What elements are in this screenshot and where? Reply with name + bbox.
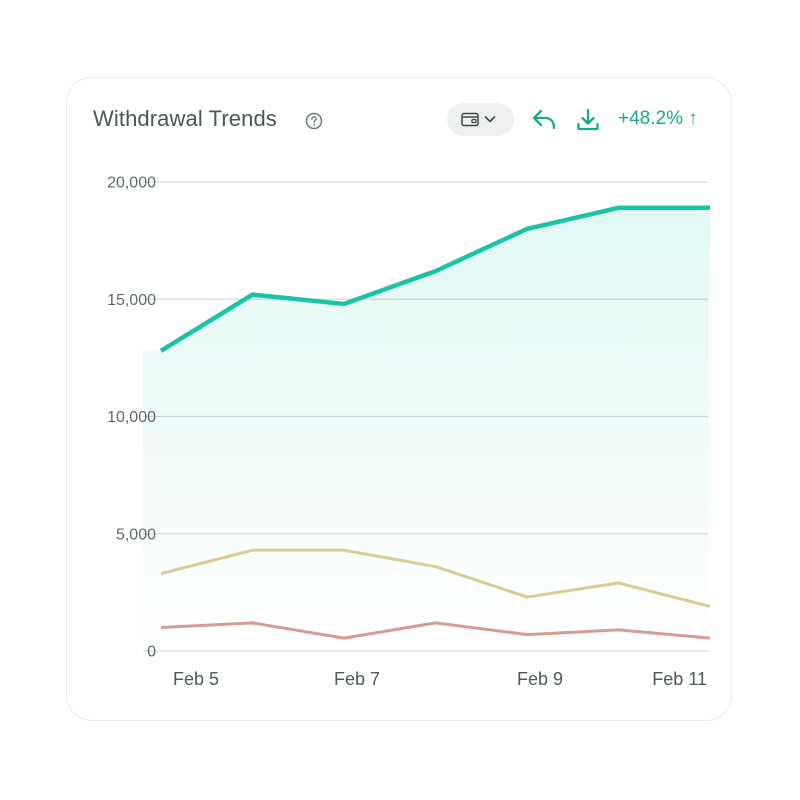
series-area — [143, 207, 710, 652]
download-icon[interactable] — [575, 107, 601, 133]
question-circle-icon[interactable] — [305, 112, 323, 130]
y-tick-label: 15,000 — [107, 292, 156, 309]
chevron-down-icon — [484, 116, 496, 123]
wallet-dropdown[interactable] — [447, 103, 514, 136]
x-tick-label: Feb 5 — [173, 669, 219, 689]
x-tick-label: Feb 9 — [517, 669, 563, 689]
change-indicator: +48.2% ↑ — [618, 108, 698, 129]
series-line — [159, 205, 710, 353]
series-line — [160, 621, 711, 640]
share-arrow-icon[interactable] — [531, 107, 557, 133]
wallet-icon — [461, 112, 479, 127]
x-tick-label: Feb 11 — [652, 669, 707, 689]
chart-title: Withdrawal Trends — [93, 106, 277, 131]
y-tick-label: 5,000 — [116, 526, 156, 543]
y-tick-label: 20,000 — [107, 175, 156, 192]
y-tick-label: 10,000 — [107, 409, 156, 426]
x-tick-label: Feb 7 — [334, 669, 380, 689]
series-line — [160, 548, 711, 608]
y-tick-label: 0 — [147, 644, 156, 661]
